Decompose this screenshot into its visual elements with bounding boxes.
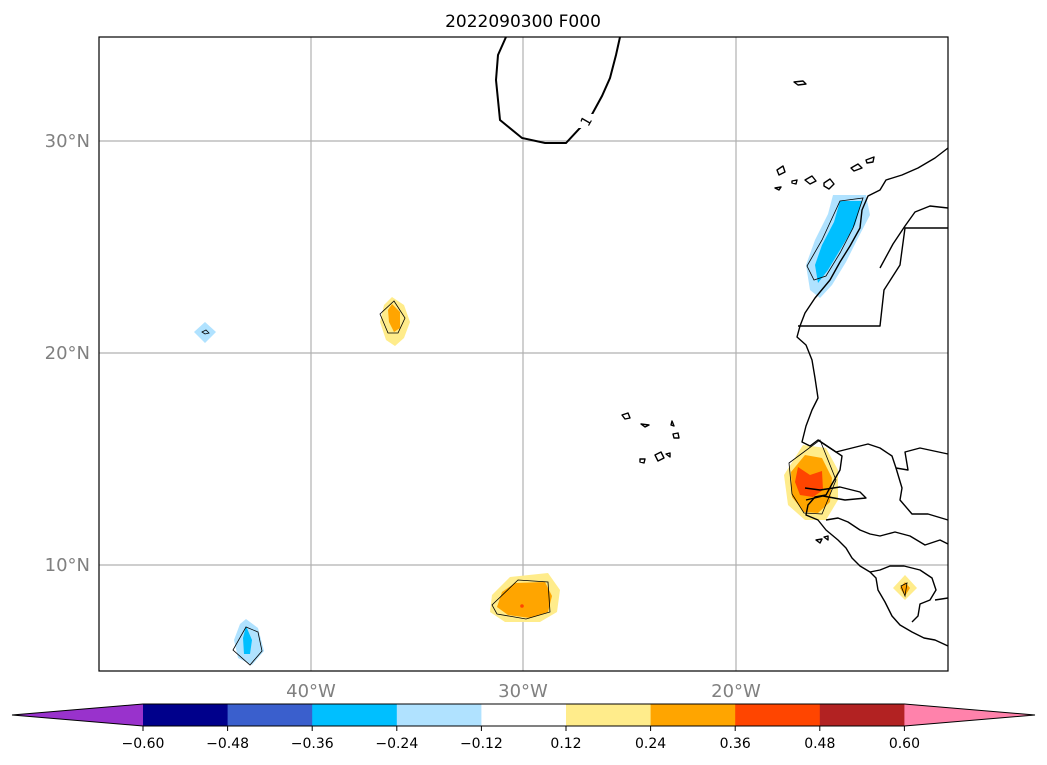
border-western-sahara (798, 227, 948, 327)
cape-verde-island-7 (665, 452, 671, 458)
border-gambia (804, 486, 867, 501)
coastlines (621, 80, 949, 647)
colorbar-tick-label: −0.12 (460, 736, 503, 752)
canary-island-4 (804, 175, 817, 185)
cape-verde-island-1 (621, 412, 631, 420)
border-mali (895, 467, 949, 521)
lon-label-40w: 40°W (286, 681, 336, 702)
lon-label-20w: 20°W (711, 681, 761, 702)
colorbar-tick-label: 0.48 (804, 736, 835, 752)
orange-shade-west (388, 304, 400, 332)
colorbar-segment (312, 704, 398, 726)
canary-island-6 (850, 163, 863, 172)
cape-verde-island-4 (672, 432, 680, 439)
border-guinea (825, 517, 949, 546)
bissagos-island-2 (823, 535, 829, 541)
colorbar-tick-label: −0.48 (206, 736, 249, 752)
colorbar-segment (143, 704, 229, 726)
cape-verde-island-2 (640, 423, 650, 428)
orange-shade-south (497, 582, 552, 618)
colorbar: −0.60 −0.48 −0.36 −0.24 −0.12 0.12 0.24 0.36 0.4… (11, 703, 1036, 752)
border-senegal (817, 439, 949, 471)
border-sierra-leone (869, 565, 937, 623)
colorbar-tick-label: 0.60 (889, 736, 920, 752)
map-axes: 1 (98, 36, 949, 672)
colorbar-segment (650, 704, 736, 726)
colorbar-tick-label: −0.24 (375, 736, 418, 752)
cape-verde-island-6 (654, 451, 665, 462)
contour-senegal (788, 439, 837, 515)
canary-island-7 (865, 156, 875, 164)
colorbar-tick-label: −0.36 (291, 736, 334, 752)
colorbar-segment (735, 704, 821, 726)
contour-south-orange (491, 579, 551, 620)
blue-shade-morocco (815, 201, 862, 283)
border-morocco (879, 205, 949, 269)
blue-shade-small-west (194, 322, 216, 343)
colorbar-tick-label: 0.36 (720, 736, 751, 752)
contour-guinea (900, 582, 908, 598)
shaded-anomalies (194, 195, 917, 665)
thin-contours (201, 197, 908, 666)
colorbar-segment (227, 704, 313, 726)
canary-island-2 (774, 186, 782, 191)
contour-small-west (201, 329, 210, 335)
bissagos-island-1 (815, 538, 823, 544)
map-frame (98, 36, 949, 672)
colorbar-segment (396, 704, 482, 726)
lat-label-10n: 10°N (45, 555, 90, 576)
colorbar-tick-label: 0.24 (635, 736, 666, 752)
plot-title: 2022090300 F000 (445, 12, 601, 32)
colorbar-tick-label: 0.12 (550, 736, 581, 752)
contour-west-yellow (379, 300, 406, 334)
contour-label-background (578, 114, 594, 128)
cape-verde-island-3 (670, 420, 675, 427)
cape-verde-island-5 (639, 458, 646, 464)
lat-label-30n: 30°N (45, 131, 90, 152)
lat-label-20n: 20°N (45, 343, 90, 364)
red-dot-south (520, 604, 524, 608)
colorbar-extend-low (12, 704, 143, 726)
colorbar-segment (819, 704, 905, 726)
canary-island-1 (776, 165, 786, 176)
colorbar-extend-high (904, 704, 1035, 726)
madeira-island (793, 80, 807, 86)
colorbar-segment (566, 704, 652, 726)
colorbar-segment (481, 704, 567, 726)
colorbar-tick-label: −0.60 (122, 736, 165, 752)
contour-south-blue (232, 626, 263, 666)
lon-label-30w: 30°W (498, 681, 548, 702)
canary-island-5 (823, 178, 835, 190)
canary-island-3 (791, 179, 798, 185)
contour-morocco-blue (806, 197, 864, 281)
blue-shade-south (243, 626, 252, 654)
contour-line-1 (494, 36, 621, 144)
border-liberia (934, 597, 949, 601)
